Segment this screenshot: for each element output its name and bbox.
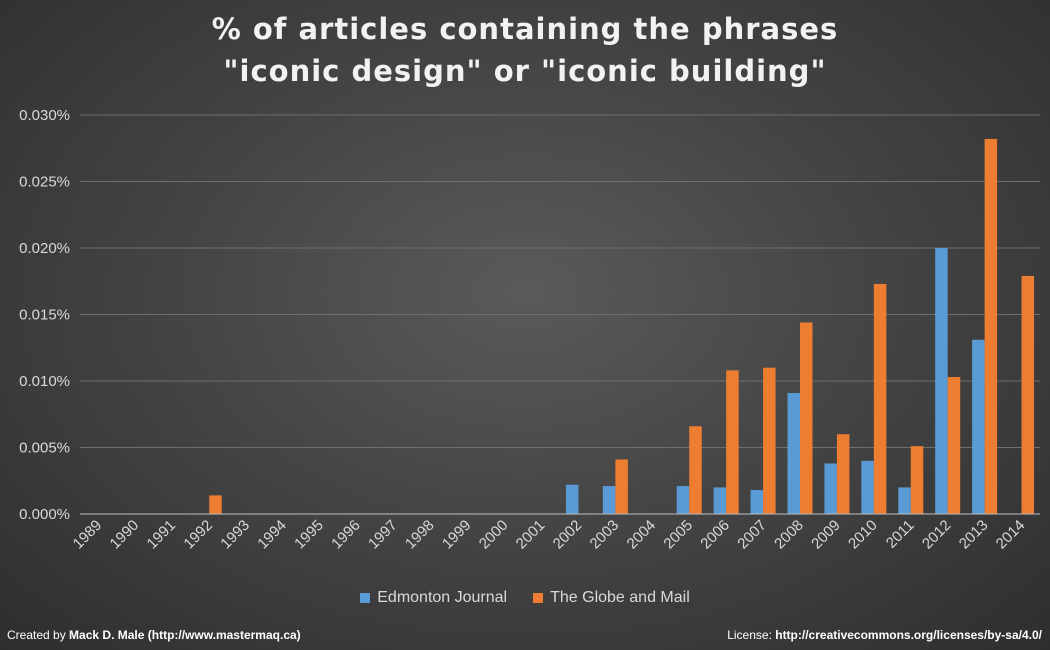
y-tick-label: 0.005% [19, 440, 70, 457]
footer-credit: Created by Mack D. Male (http://www.mast… [7, 628, 301, 642]
y-tick-label: 0.025% [19, 174, 70, 191]
x-tick-label: 2006 [697, 517, 733, 553]
x-tick-label: 2009 [808, 517, 844, 553]
legend-label-edmonton-journal: Edmonton Journal [377, 589, 508, 606]
bar-globe-and-mail-2009 [836, 434, 850, 514]
y-tick-label: 0.000% [19, 506, 70, 523]
bar-edmonton-journal-2002 [565, 484, 579, 514]
bar-globe-and-mail-2013 [984, 138, 998, 514]
y-tick-label: 0.015% [19, 307, 70, 324]
x-tick-label: 1993 [217, 517, 253, 553]
footer-license: License: http://creativecommons.org/lice… [727, 628, 1042, 642]
x-tick-label: 2007 [734, 517, 770, 553]
x-tick-label: 1989 [70, 517, 106, 553]
bar-edmonton-journal-2003 [602, 486, 616, 514]
x-tick-label: 2005 [660, 517, 696, 553]
bar-edmonton-journal-2005 [676, 486, 690, 514]
bar-globe-and-mail-2014 [1021, 275, 1035, 514]
y-tick-label: 0.030% [19, 107, 70, 124]
footer-credit-author: Mack D. Male (http://www.mastermaq.ca) [69, 628, 301, 642]
legend-item-edmonton-journal: Edmonton Journal [360, 589, 507, 607]
bar-edmonton-journal-2011 [898, 487, 911, 514]
x-tick-label: 1991 [144, 517, 180, 553]
legend: Edmonton Journal The Globe and Mail [0, 589, 1050, 607]
bar-globe-and-mail-2010 [873, 283, 887, 514]
legend-swatch-edmonton-journal [360, 593, 371, 603]
bar-globe-and-mail-2011 [910, 446, 924, 514]
x-tick-label: 1994 [254, 517, 290, 553]
bar-globe-and-mail-2012 [947, 377, 961, 514]
bar-edmonton-journal-2009 [824, 463, 837, 514]
bar-edmonton-journal-2006 [713, 487, 727, 514]
bar-edmonton-journal-2012 [935, 248, 948, 514]
x-tick-label: 1997 [365, 517, 401, 553]
x-tick-label: 2001 [513, 517, 549, 553]
bar-globe-and-mail-2005 [689, 426, 702, 514]
bar-globe-and-mail-2006 [726, 370, 739, 514]
legend-label-globe-and-mail: The Globe and Mail [550, 589, 690, 606]
x-tick-label: 1998 [402, 517, 438, 553]
x-tick-label: 2004 [624, 517, 660, 553]
chart-title-line-2: "iconic design" or "iconic building" [223, 54, 827, 88]
footer-license-prefix: License: [727, 628, 776, 642]
x-tick-label: 2011 [883, 517, 918, 552]
bar-globe-and-mail-2003 [615, 459, 628, 514]
chart-title-line-1: % of articles containing the phrases [211, 12, 839, 46]
x-tick-label: 1992 [180, 517, 216, 553]
bar-globe-and-mail-1992 [209, 495, 222, 514]
x-tick-label: 2014 [993, 517, 1029, 553]
x-tick-label: 2013 [956, 517, 992, 553]
bar-edmonton-journal-2007 [750, 490, 764, 514]
legend-swatch-globe-and-mail [533, 593, 544, 603]
chart-title: % of articles containing the phrases "ic… [0, 8, 1050, 92]
x-tick-label: 2010 [845, 517, 881, 553]
x-tick-label: 1996 [328, 517, 364, 553]
y-tick-label: 0.020% [19, 240, 70, 257]
bar-edmonton-journal-2013 [972, 339, 985, 514]
x-tick-label: 2000 [476, 517, 512, 553]
x-tick-label: 2012 [919, 517, 955, 553]
x-tick-label: 2003 [587, 517, 623, 553]
legend-item-globe-and-mail: The Globe and Mail [533, 589, 690, 607]
bar-edmonton-journal-2008 [787, 392, 800, 514]
footer-license-url: http://creativecommons.org/licenses/by-s… [775, 628, 1042, 642]
x-tick-label: 2002 [550, 517, 586, 553]
bar-globe-and-mail-2007 [763, 367, 776, 514]
bar-globe-and-mail-2008 [800, 322, 813, 514]
y-tick-label: 0.010% [19, 373, 70, 390]
x-tick-label: 1999 [439, 517, 475, 553]
bar-edmonton-journal-2010 [861, 460, 874, 514]
x-tick-label: 2008 [771, 517, 807, 553]
x-tick-label: 1995 [291, 517, 327, 553]
x-tick-label: 1990 [107, 517, 143, 553]
footer-credit-prefix: Created by [7, 628, 70, 642]
